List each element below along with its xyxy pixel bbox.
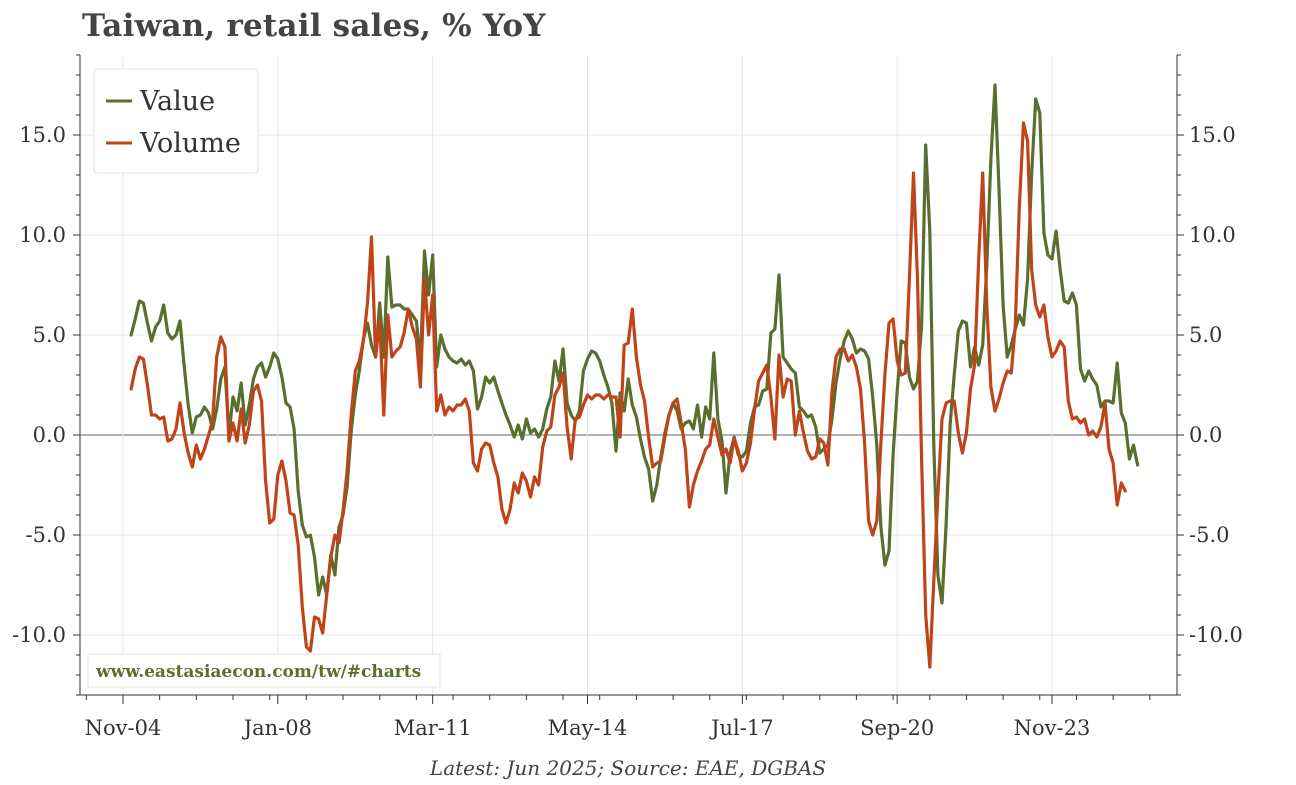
source-note: Latest: Jun 2025; Source: EAE, DGBAS [429, 756, 827, 780]
y-tick-label-right: 0.0 [1189, 423, 1222, 447]
y-tick-label-left: 0.0 [33, 423, 66, 447]
legend-box [93, 68, 259, 174]
y-tick-label-right: 5.0 [1189, 323, 1222, 347]
x-tick-label: Nov-23 [1014, 716, 1091, 740]
series-line-volume [129, 121, 1127, 669]
y-tick-label-right: 15.0 [1189, 123, 1236, 147]
x-tick-label: Jan-08 [242, 716, 312, 740]
y-tick-label-left: -10.0 [12, 623, 66, 647]
axes: -10.0 -10.0 -5.0 -5.0 0.0 0.0 5.0 5.0 10.0 10.0 15… [12, 54, 1243, 740]
x-tick-label: May-14 [548, 716, 628, 740]
watermark-text: www.eastasiaecon.com/tw/#charts [95, 662, 421, 682]
y-tick-label-right: 10.0 [1189, 223, 1236, 247]
x-tick-label: Nov-04 [85, 716, 162, 740]
watermark: www.eastasiaecon.com/tw/#charts [87, 653, 441, 688]
series-line-value [129, 83, 1140, 605]
x-tick-label: Jul-17 [709, 716, 773, 740]
x-tick-label: Sep-20 [860, 716, 934, 740]
legend-label-value: Value [139, 86, 215, 117]
y-tick-label-left: -5.0 [26, 523, 67, 547]
y-tick-label-right: -10.0 [1189, 623, 1243, 647]
watermark-box [87, 653, 441, 688]
y-tick-label-left: 10.0 [19, 223, 66, 247]
y-tick-label-left: 5.0 [33, 323, 66, 347]
y-tick-label-left: 15.0 [19, 123, 66, 147]
x-tick-label: Mar-11 [394, 716, 472, 740]
chart-title: Taiwan, retail sales, % YoY [82, 8, 546, 44]
plot-area [80, 55, 1177, 695]
legend-label-volume: Volume [139, 128, 241, 159]
legend: Value Volume [93, 68, 259, 174]
series-lines [129, 83, 1140, 669]
y-tick-label-right: -5.0 [1189, 523, 1230, 547]
